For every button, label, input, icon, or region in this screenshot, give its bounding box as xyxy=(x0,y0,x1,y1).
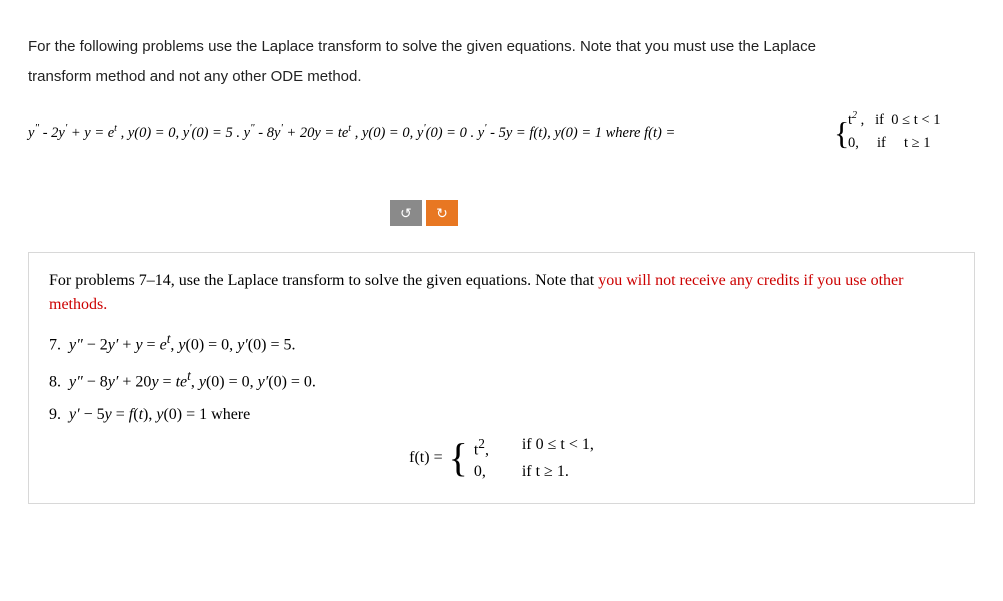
problem-card: For problems 7–14, use the Laplace trans… xyxy=(28,252,975,504)
brace-symbol: { xyxy=(834,115,849,152)
ft-case-2-cond: if t ≥ 1. xyxy=(522,463,569,481)
top-equation-cases: { t2 , if 0 ≤ t < 1 0, if t ≥ 1 xyxy=(848,108,940,155)
ft-case-2-val: 0, xyxy=(474,463,498,481)
ft-case-1-val: t2, xyxy=(474,436,498,459)
button-row: ↻ ↻ xyxy=(390,200,975,226)
ft-case-1: t2, if 0 ≤ t < 1, xyxy=(474,436,594,459)
top-equation: y" - 2y' + y = et , y(0) = 0, y'(0) = 5 … xyxy=(28,108,975,164)
problem-9: 9. y′ − 5y = f(t), y(0) = 1 where xyxy=(49,406,954,424)
redo-button[interactable]: ↻ xyxy=(426,200,458,226)
ft-case-1-cond: if 0 ≤ t < 1, xyxy=(522,436,594,459)
ft-lhs: f(t) = xyxy=(409,449,442,467)
problem-7: 7. y″ − 2y′ + y = et, y(0) = 0, y′(0) = … xyxy=(49,331,954,354)
intro-line-2: transform method and not any other ODE m… xyxy=(28,62,975,92)
top-case-2: 0, if t ≥ 1 xyxy=(848,132,940,155)
problem-8: 8. y″ − 8y′ + 20y = tet, y(0) = 0, y′(0)… xyxy=(49,368,954,391)
intro-line-1: For the following problems use the Lapla… xyxy=(28,32,975,62)
redo-icon: ↻ xyxy=(436,205,448,222)
ft-definition: f(t) = { t2, if 0 ≤ t < 1, 0, if t ≥ 1. xyxy=(49,436,954,481)
undo-button[interactable]: ↻ xyxy=(390,200,422,226)
top-equation-main: y" - 2y' + y = et , y(0) = 0, y'(0) = 5 … xyxy=(28,122,675,142)
card-intro-pre: For problems 7–14, use the Laplace trans… xyxy=(49,272,598,289)
card-intro: For problems 7–14, use the Laplace trans… xyxy=(49,269,954,317)
ft-case-2: 0, if t ≥ 1. xyxy=(474,463,594,481)
intro-block: For the following problems use the Lapla… xyxy=(28,32,975,92)
undo-icon: ↻ xyxy=(400,205,412,222)
top-case-1: t2 , if 0 ≤ t < 1 xyxy=(848,108,940,132)
ft-cases: t2, if 0 ≤ t < 1, 0, if t ≥ 1. xyxy=(474,436,594,481)
ft-brace-icon: { xyxy=(449,440,468,476)
